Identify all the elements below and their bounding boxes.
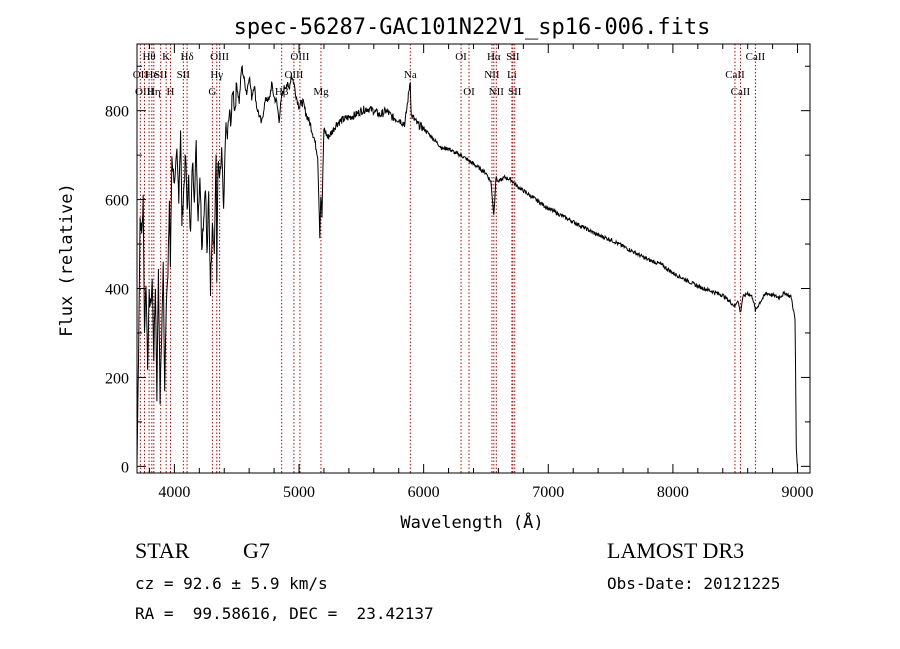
y-axis-ticks: 0 200 400 600 800 — [105, 65, 810, 476]
x-tick-label: 5000 — [283, 484, 315, 501]
chart-title: spec-56287-GAC101N22V1_sp16-006.fits — [234, 15, 711, 40]
x-axis-ticks: 4000 5000 6000 7000 8000 9000 — [148, 44, 814, 501]
coordinates-readout: RA = 99.58616, DEC = 23.42137 — [135, 604, 434, 623]
marker-label-hγ: Hγ — [210, 69, 223, 81]
marker-label-oi: OI — [455, 51, 467, 63]
y-tick-label: 400 — [105, 282, 129, 299]
x-tick-label: 8000 — [657, 484, 689, 501]
x-tick-label: 7000 — [532, 484, 564, 501]
marker-label-sii: SII — [506, 51, 520, 63]
y-axis-label: Flux (relative) — [57, 183, 77, 337]
marker-label-g: G — [208, 86, 216, 98]
marker-label-k: K — [162, 51, 170, 63]
spectrum-series-line — [136, 64, 798, 467]
marker-label-hα: Hα — [487, 51, 501, 63]
y-tick-label: 600 — [105, 193, 129, 210]
marker-label-hθ: Hθ — [142, 51, 155, 63]
marker-label-caii: CaII — [725, 69, 745, 81]
marker-label-oiii: OIII — [284, 69, 303, 81]
marker-label-oiii: OIII — [135, 86, 154, 98]
redshift-readout: cz = 92.6 ± 5.9 km/s — [135, 574, 328, 593]
marker-label-h: H — [167, 86, 175, 98]
marker-label-sii: SII — [154, 69, 168, 81]
spectral-line-markers — [139, 44, 756, 473]
observation-date: Obs-Date: 20121225 — [607, 574, 781, 593]
marker-label-nii: NII — [484, 69, 500, 81]
marker-label-sii: SII — [177, 69, 191, 81]
marker-label-hδ: Hδ — [181, 51, 194, 63]
marker-label-na: Na — [404, 69, 417, 81]
x-tick-label: 6000 — [408, 484, 440, 501]
x-tick-label: 9000 — [782, 484, 814, 501]
marker-label-oiii: OIII — [290, 51, 309, 63]
marker-label-caii: CaII — [746, 51, 766, 63]
y-tick-label: 0 — [121, 459, 129, 476]
marker-label-hη: Hη — [147, 86, 161, 98]
object-class: STAR — [135, 538, 190, 563]
marker-label-li: Li — [507, 69, 517, 81]
marker-label-mg: Mg — [313, 86, 329, 98]
y-tick-label: 800 — [105, 104, 129, 121]
object-subclass: G7 — [243, 538, 270, 563]
survey-name: LAMOST DR3 — [607, 538, 745, 563]
marker-label-oi: OI — [463, 86, 475, 98]
marker-label-caii: CaII — [731, 86, 751, 98]
x-axis-label: Wavelength (Å) — [400, 511, 543, 533]
y-tick-label: 200 — [105, 370, 129, 387]
marker-label-oiii: OIII — [210, 51, 229, 63]
marker-label-nii: NII — [489, 86, 505, 98]
plot-frame — [136, 43, 811, 474]
marker-label-he: He — [145, 69, 158, 81]
marker-label-sii: SII — [508, 86, 522, 98]
x-tick-label: 4000 — [158, 484, 190, 501]
